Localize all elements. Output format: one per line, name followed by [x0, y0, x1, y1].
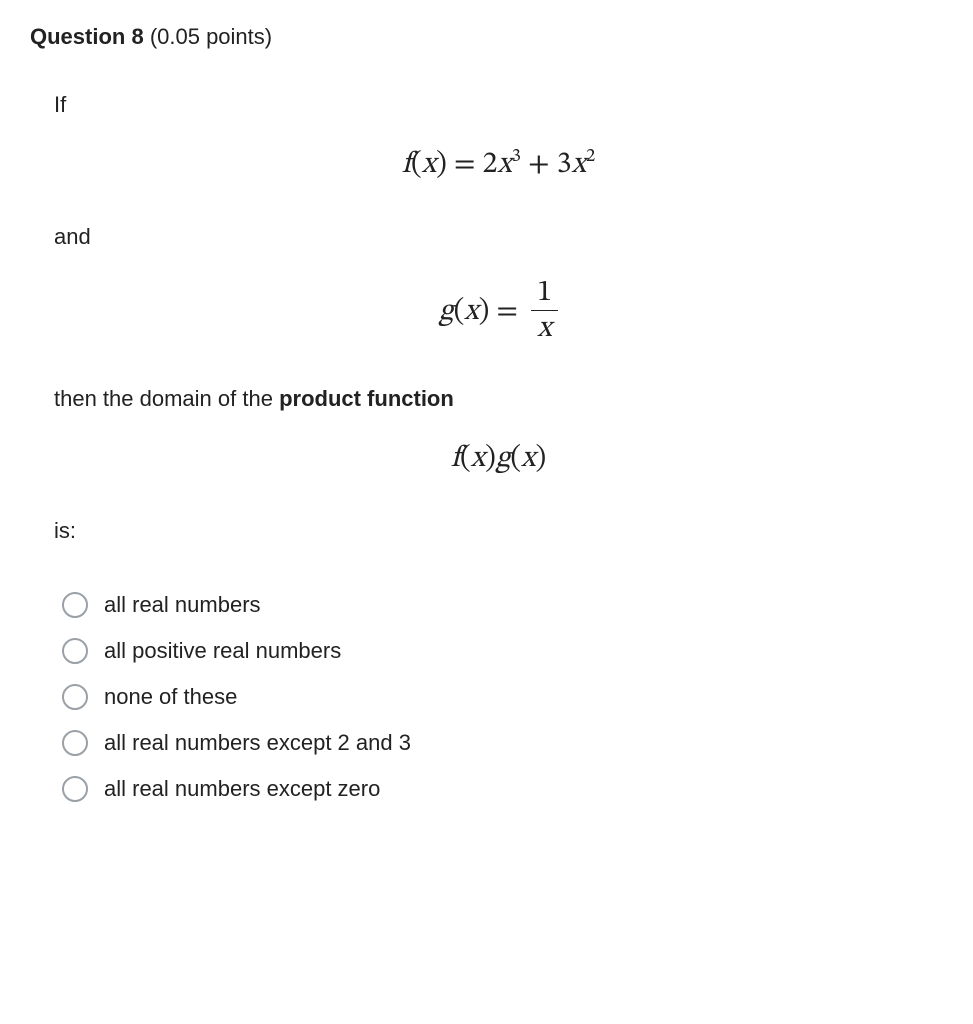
radio-icon[interactable]	[62, 684, 88, 710]
option-5[interactable]: all real numbers except zero	[62, 776, 943, 802]
eq1-sup1: 3	[512, 148, 521, 166]
option-label: all real numbers except zero	[104, 776, 380, 802]
eq3-open2: (	[510, 444, 521, 474]
eq2-x-arg: x	[464, 297, 478, 327]
eq2-open: (	[454, 297, 465, 327]
eq3-close1: )	[485, 444, 496, 474]
option-1[interactable]: all real numbers	[62, 592, 943, 618]
radio-icon[interactable]	[62, 592, 88, 618]
prompt-is: is:	[54, 518, 943, 544]
option-label: none of these	[104, 684, 237, 710]
prompt-then: then the domain of the product function	[54, 386, 943, 412]
radio-icon[interactable]	[62, 776, 88, 802]
eq2-denominator: x	[531, 311, 558, 346]
eq3-f: f	[451, 444, 460, 474]
eq2-fraction: 1x	[531, 278, 558, 346]
option-2[interactable]: all positive real numbers	[62, 638, 943, 664]
eq2-close-eq: ) =	[479, 297, 525, 327]
question-body: If f(x) = 2x3 + 3x2 and g(x) = 1x then t…	[54, 92, 943, 802]
option-label: all positive real numbers	[104, 638, 341, 664]
eq1-x1: x	[497, 150, 511, 180]
eq2-numerator: 1	[531, 278, 558, 311]
prompt-if: If	[54, 92, 943, 118]
option-4[interactable]: all real numbers except 2 and 3	[62, 730, 943, 756]
prompt-and: and	[54, 224, 943, 250]
eq1-x2: x	[572, 150, 586, 180]
eq3-x2: x	[521, 444, 535, 474]
eq2-g: g	[439, 297, 454, 327]
option-label: all real numbers	[104, 592, 261, 618]
eq3-g: g	[496, 444, 511, 474]
question-header: Question 8 (0.05 points)	[30, 24, 943, 50]
option-3[interactable]: none of these	[62, 684, 943, 710]
option-label: all real numbers except 2 and 3	[104, 730, 411, 756]
eq3-open1: (	[460, 444, 471, 474]
eq3-close2: )	[535, 444, 546, 474]
eq1-plus-3: + 3	[521, 150, 572, 180]
eq3-x1: x	[471, 444, 485, 474]
eq1-sup2: 2	[586, 148, 595, 166]
equation-fx: f(x) = 2x3 + 3x2	[54, 146, 943, 184]
equation-fxgx: f(x)g(x)	[54, 440, 943, 478]
eq1-open: (	[411, 150, 422, 180]
question-number: Question 8	[30, 24, 144, 49]
prompt-then-pre: then the domain of the	[54, 386, 279, 411]
prompt-then-bold: product function	[279, 386, 454, 411]
options-group: all real numbers all positive real numbe…	[62, 592, 943, 802]
radio-icon[interactable]	[62, 730, 88, 756]
eq1-f: f	[402, 150, 411, 180]
eq1-close-eq-2: ) = 2	[436, 150, 497, 180]
radio-icon[interactable]	[62, 638, 88, 664]
equation-gx: g(x) = 1x	[54, 278, 943, 346]
eq1-x-arg: x	[422, 150, 436, 180]
question-points: (0.05 points)	[150, 24, 272, 49]
